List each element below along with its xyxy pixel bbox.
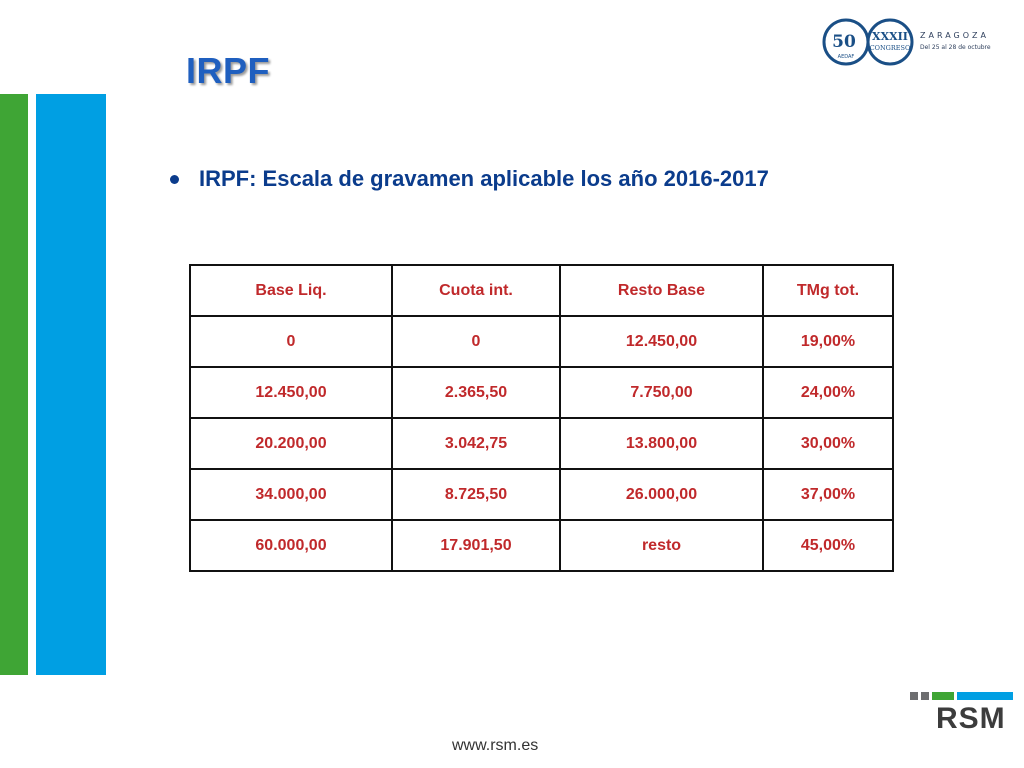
logo-org: AEDAF — [838, 54, 855, 60]
table-cell: 45,00% — [762, 519, 894, 572]
table-cell: 7.750,00 — [559, 366, 764, 419]
table-header-cell: Base Liq. — [189, 264, 393, 317]
logo-ring-right — [866, 18, 914, 66]
decor-bar-green — [0, 94, 28, 675]
table-row: 12.450,00 2.365,50 7.750,00 24,00% — [189, 366, 894, 419]
table-row: 34.000,00 8.725,50 26.000,00 37,00% — [189, 468, 894, 521]
slide-title: IRPF — [186, 50, 271, 91]
table-cell: 2.365,50 — [391, 366, 561, 419]
table-cell: 19,00% — [762, 315, 894, 368]
table-cell: 0 — [391, 315, 561, 368]
logo-dates: Del 25 al 28 de octubre — [920, 44, 991, 51]
decor-bar-blue — [36, 94, 106, 675]
rsm-square-green — [932, 692, 954, 700]
rsm-square-blue — [957, 692, 1013, 700]
logo-edition: XXXII — [872, 30, 908, 43]
table-row: 20.200,00 3.042,75 13.800,00 30,00% — [189, 417, 894, 470]
congress-logo: 50 AEDAF XXXII CONGRESO ZARAGOZA Del 25 … — [822, 18, 991, 66]
table-cell: 34.000,00 — [189, 468, 393, 521]
table-cell: 20.200,00 — [189, 417, 393, 470]
logo-anniversary: 50 — [832, 32, 856, 52]
table-cell: 0 — [189, 315, 393, 368]
rsm-logo-squares — [910, 692, 1013, 700]
table-cell: 3.042,75 — [391, 417, 561, 470]
table-cell: 30,00% — [762, 417, 894, 470]
table-cell: 60.000,00 — [189, 519, 393, 572]
rsm-square-gray — [910, 692, 918, 700]
rsm-logo: RSM — [936, 702, 1006, 735]
table-header-cell: Cuota int. — [391, 264, 561, 317]
footer-url: www.rsm.es — [452, 737, 539, 754]
table-cell: 17.901,50 — [391, 519, 561, 572]
table-cell: 24,00% — [762, 366, 894, 419]
table-header-cell: TMg tot. — [762, 264, 894, 317]
table-row: 0 0 12.450,00 19,00% — [189, 315, 894, 368]
rsm-square-gray — [921, 692, 929, 700]
table-row: 60.000,00 17.901,50 resto 45,00% — [189, 519, 894, 572]
table-cell: 37,00% — [762, 468, 894, 521]
tax-scale-table: Base Liq. Cuota int. Resto Base TMg tot.… — [189, 264, 894, 572]
bullet-item: IRPF: Escala de gravamen aplicable los a… — [170, 166, 769, 192]
bullet-dot-icon — [170, 174, 179, 184]
table-cell: 12.450,00 — [559, 315, 764, 368]
table-cell: 13.800,00 — [559, 417, 764, 470]
logo-event: CONGRESO — [870, 44, 911, 52]
table-cell: 12.450,00 — [189, 366, 393, 419]
logo-city: ZARAGOZA — [920, 31, 989, 40]
bullet-text: IRPF: Escala de gravamen aplicable los a… — [199, 166, 769, 191]
table-header-row: Base Liq. Cuota int. Resto Base TMg tot. — [189, 264, 894, 317]
table-cell: 8.725,50 — [391, 468, 561, 521]
table-cell: resto — [559, 519, 764, 572]
table-header-cell: Resto Base — [559, 264, 764, 317]
table-cell: 26.000,00 — [559, 468, 764, 521]
